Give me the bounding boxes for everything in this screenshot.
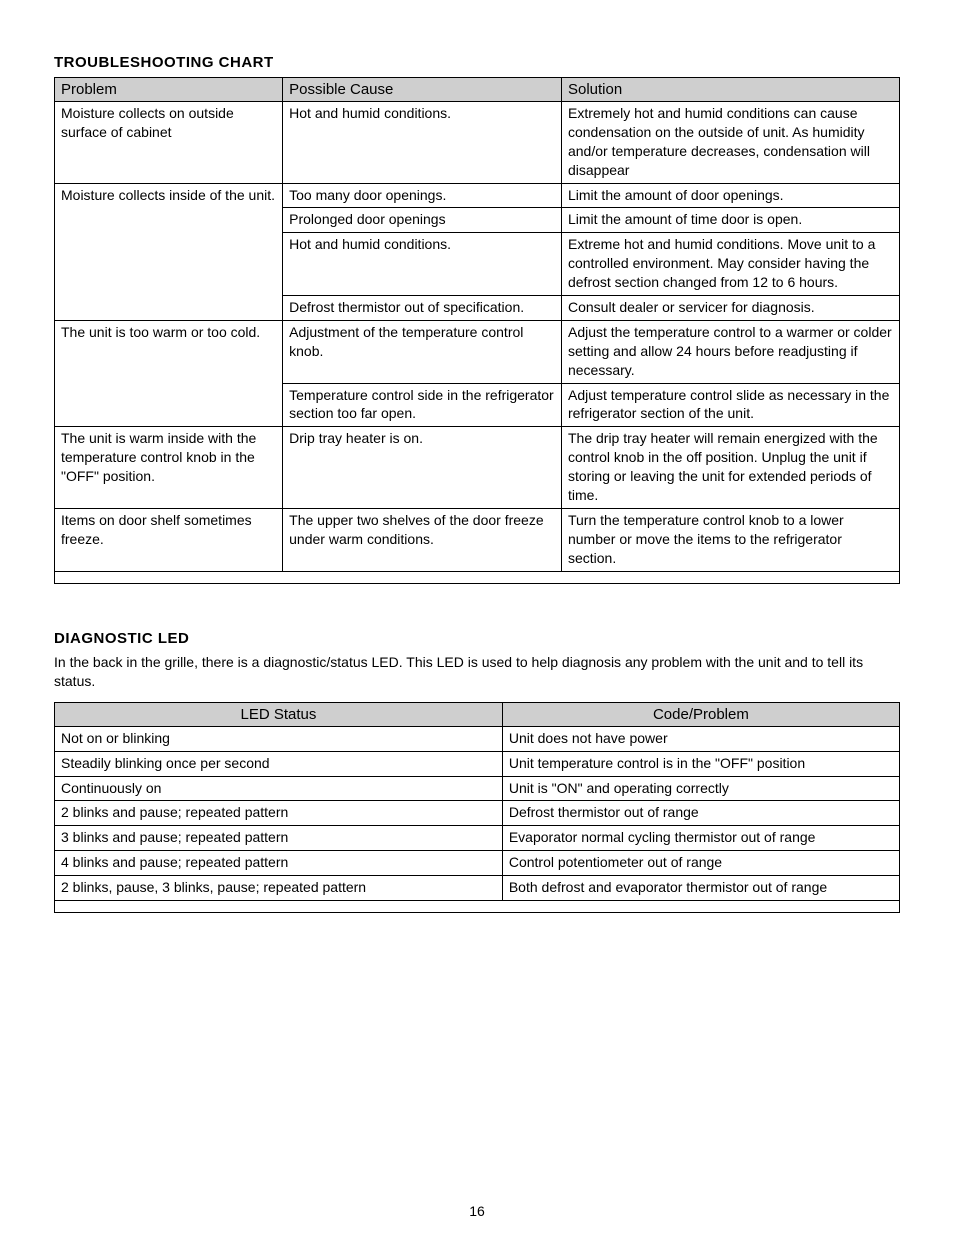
table-cell: The unit is warm inside with the tempera… — [55, 427, 283, 509]
table-row: Continuously onUnit is "ON" and operatin… — [55, 776, 900, 801]
table-cell: The upper two shelves of the door freeze… — [283, 508, 562, 571]
table-row: Defrost thermistor out of specification.… — [55, 296, 900, 321]
table-cell: Continuously on — [55, 776, 503, 801]
table-cell: Moisture collects on outside surface of … — [55, 102, 283, 184]
table-cell: Steadily blinking once per second — [55, 751, 503, 776]
table-cell: 2 blinks and pause; repeated pattern — [55, 801, 503, 826]
table-header: LED Status — [55, 702, 503, 726]
table-cell: Consult dealer or servicer for diagnosis… — [561, 296, 899, 321]
table-row: Moisture collects inside of the unit.Too… — [55, 183, 900, 208]
table-row: Not on or blinkingUnit does not have pow… — [55, 726, 900, 751]
diagnostic-table: LED StatusCode/Problem Not on or blinkin… — [54, 702, 900, 913]
table-header: Problem — [55, 78, 283, 102]
table-cell: Adjust the temperature control to a warm… — [561, 320, 899, 383]
diagnostic-intro: In the back in the grille, there is a di… — [54, 653, 900, 692]
table-cell: Items on door shelf sometimes freeze. — [55, 508, 283, 571]
table-cell: Unit is "ON" and operating correctly — [502, 776, 899, 801]
table-row: 2 blinks, pause, 3 blinks, pause; repeat… — [55, 876, 900, 901]
troubleshooting-table: ProblemPossible CauseSolution Moisture c… — [54, 77, 900, 584]
table-cell: Both defrost and evaporator thermistor o… — [502, 876, 899, 901]
table-spacer — [55, 571, 900, 583]
table-cell — [55, 296, 283, 321]
table-cell: Moisture collects inside of the unit. — [55, 183, 283, 208]
table-cell: Drip tray heater is on. — [283, 427, 562, 509]
table-cell: Adjustment of the temperature control kn… — [283, 320, 562, 383]
table-row: 3 blinks and pause; repeated patternEvap… — [55, 826, 900, 851]
table-row: 2 blinks and pause; repeated patternDefr… — [55, 801, 900, 826]
table-cell: Extreme hot and humid conditions. Move u… — [561, 233, 899, 296]
table-cell: Prolonged door openings — [283, 208, 562, 233]
table-cell — [55, 208, 283, 233]
table-spacer — [55, 901, 900, 913]
table-cell: Turn the temperature control knob to a l… — [561, 508, 899, 571]
table-row: The unit is too warm or too cold.Adjustm… — [55, 320, 900, 383]
table-header: Solution — [561, 78, 899, 102]
table-row: Steadily blinking once per secondUnit te… — [55, 751, 900, 776]
table-cell: The unit is too warm or too cold. — [55, 320, 283, 383]
table-row: Hot and humid conditions.Extreme hot and… — [55, 233, 900, 296]
table-cell: Limit the amount of door openings. — [561, 183, 899, 208]
table-cell: The drip tray heater will remain energiz… — [561, 427, 899, 509]
table-cell: Defrost thermistor out of range — [502, 801, 899, 826]
table-cell: Unit does not have power — [502, 726, 899, 751]
table-cell: Evaporator normal cycling thermistor out… — [502, 826, 899, 851]
table-cell: Hot and humid conditions. — [283, 233, 562, 296]
table-cell: Unit temperature control is in the "OFF"… — [502, 751, 899, 776]
table-cell: Extremely hot and humid conditions can c… — [561, 102, 899, 184]
table-cell: Defrost thermistor out of specification. — [283, 296, 562, 321]
table-cell — [55, 383, 283, 427]
table-cell — [55, 233, 283, 296]
diagnostic-heading: DIAGNOSTIC LED — [54, 630, 900, 647]
page-number: 16 — [54, 1203, 900, 1219]
table-row: The unit is warm inside with the tempera… — [55, 427, 900, 509]
table-cell: 2 blinks, pause, 3 blinks, pause; repeat… — [55, 876, 503, 901]
table-row: Temperature control side in the refriger… — [55, 383, 900, 427]
table-row: Moisture collects on outside surface of … — [55, 102, 900, 184]
table-cell: Adjust temperature control slide as nece… — [561, 383, 899, 427]
table-cell: 4 blinks and pause; repeated pattern — [55, 851, 503, 876]
table-cell: Temperature control side in the refriger… — [283, 383, 562, 427]
table-row: Prolonged door openingsLimit the amount … — [55, 208, 900, 233]
table-header: Code/Problem — [502, 702, 899, 726]
table-cell: Not on or blinking — [55, 726, 503, 751]
table-cell: Control potentiometer out of range — [502, 851, 899, 876]
table-header: Possible Cause — [283, 78, 562, 102]
table-row: Items on door shelf sometimes freeze.The… — [55, 508, 900, 571]
troubleshooting-heading: TROUBLESHOOTING CHART — [54, 54, 900, 71]
table-cell: Hot and humid conditions. — [283, 102, 562, 184]
table-row: 4 blinks and pause; repeated patternCont… — [55, 851, 900, 876]
table-cell: 3 blinks and pause; repeated pattern — [55, 826, 503, 851]
table-cell: Too many door openings. — [283, 183, 562, 208]
table-cell: Limit the amount of time door is open. — [561, 208, 899, 233]
